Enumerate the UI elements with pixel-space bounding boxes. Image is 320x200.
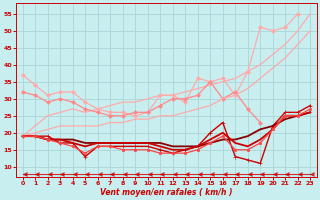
X-axis label: Vent moyen/en rafales ( km/h ): Vent moyen/en rafales ( km/h ): [100, 188, 233, 197]
